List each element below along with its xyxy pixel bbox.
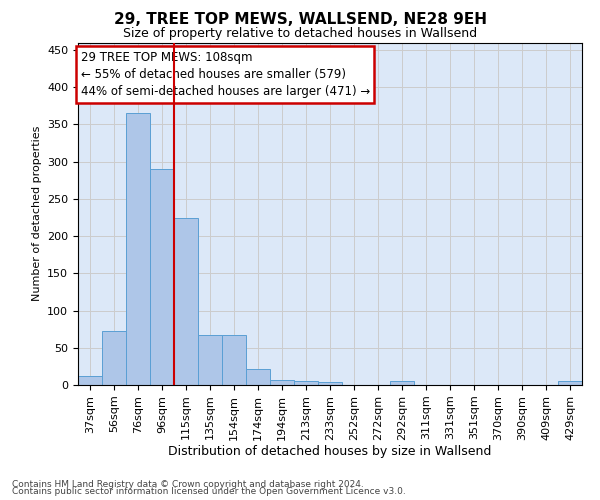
Bar: [102, 332, 126, 385]
Bar: [78, 376, 102, 385]
Text: Contains public sector information licensed under the Open Government Licence v3: Contains public sector information licen…: [12, 487, 406, 496]
Bar: [150, 169, 174, 385]
Bar: [270, 380, 294, 385]
Bar: [246, 370, 270, 385]
Bar: [174, 218, 198, 385]
Text: Contains HM Land Registry data © Crown copyright and database right 2024.: Contains HM Land Registry data © Crown c…: [12, 480, 364, 489]
Bar: [222, 335, 246, 385]
X-axis label: Distribution of detached houses by size in Wallsend: Distribution of detached houses by size …: [169, 446, 491, 458]
Y-axis label: Number of detached properties: Number of detached properties: [32, 126, 41, 302]
Text: 29, TREE TOP MEWS, WALLSEND, NE28 9EH: 29, TREE TOP MEWS, WALLSEND, NE28 9EH: [113, 12, 487, 28]
Bar: [294, 380, 318, 385]
Text: Size of property relative to detached houses in Wallsend: Size of property relative to detached ho…: [123, 28, 477, 40]
Bar: [126, 113, 150, 385]
Bar: [198, 335, 222, 385]
Bar: [558, 382, 582, 385]
Text: 29 TREE TOP MEWS: 108sqm
← 55% of detached houses are smaller (579)
44% of semi-: 29 TREE TOP MEWS: 108sqm ← 55% of detach…: [80, 51, 370, 98]
Bar: [318, 382, 342, 385]
Bar: [390, 382, 414, 385]
